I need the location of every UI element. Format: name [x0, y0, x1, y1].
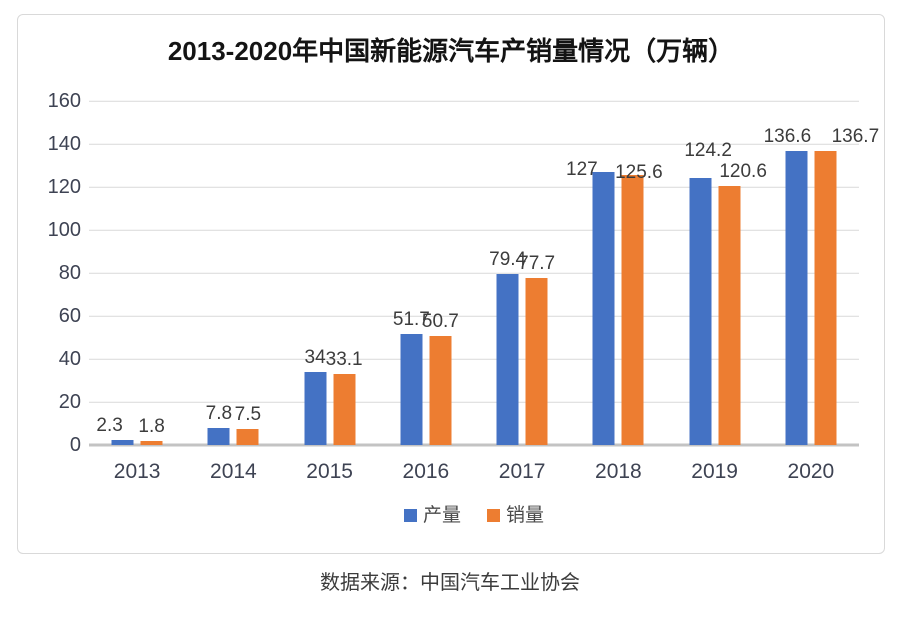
y-tick-label-160: 160: [47, 90, 81, 112]
bar-group-2014: 7.8 7.5 2014: [185, 101, 281, 482]
bar-sales-2016: 50.7: [422, 312, 459, 445]
x-tick-label-2013: 2013: [113, 460, 161, 483]
bar-sales-2014: 7.5: [235, 404, 261, 445]
bar-sales-2020: 136.7: [814, 127, 879, 445]
value-label-sales-2017: 77.7: [518, 253, 556, 275]
bar-production-2016: 51.7: [393, 309, 430, 445]
y-tick-label-0: 0: [69, 434, 81, 456]
bar-production-2017: 79.4: [489, 250, 526, 445]
chart-card: 2013-2020年中国新能源汽车产销量情况（万辆） 0 20 40 60 80 100 1…: [17, 14, 885, 554]
bar-group-2015: 34 33.1 2015: [282, 101, 378, 482]
gridline-60: [89, 315, 859, 317]
y-axis-labels: 0 20 40 60 80 100 120 140 160: [24, 91, 81, 455]
y-tick-label-100: 100: [47, 219, 81, 241]
gridline-80: [89, 272, 859, 274]
chart-title: 2013-2020年中国新能源汽车产销量情况（万辆）: [167, 36, 735, 66]
value-label-production-2019: 124.2: [684, 140, 732, 162]
value-label-sales-2019: 120.6: [719, 160, 767, 182]
x-tick-label-2018: 2018: [595, 460, 642, 483]
y-tick-label-140: 140: [47, 133, 81, 155]
bar-pair-2016: 51.7 50.7: [393, 101, 459, 445]
bar-pair-2014: 7.8 7.5: [206, 101, 261, 445]
value-label-sales-2015: 33.1: [325, 348, 363, 370]
bar-production-2015: 34: [304, 348, 327, 445]
bar-group-2018: 127 125.6 2018: [566, 101, 666, 482]
bar-production-2018: 127: [566, 160, 615, 445]
plot-area: 2.3 1.8 2013 7.8 7.5 2014 34 33.1 2015 51.7 50.7 20…: [89, 100, 880, 482]
x-tick-label-2019: 2019: [691, 460, 738, 483]
value-label-production-2018: 127: [566, 159, 598, 181]
x-tick-label-2016: 2016: [402, 460, 450, 483]
bar-production-2020: 136.6: [764, 127, 811, 445]
gridline-20: [89, 401, 859, 403]
gridline-100: [89, 229, 859, 231]
bar-pair-2019: 124.2 120.6: [684, 101, 767, 445]
legend-item-sales: 销量: [487, 506, 544, 525]
value-label-sales-2016: 50.7: [421, 311, 459, 333]
gridline-40: [89, 358, 859, 360]
y-tick-label-20: 20: [58, 391, 81, 413]
x-tick-label-2015: 2015: [306, 460, 353, 483]
bar-production-2019: 124.2: [684, 141, 732, 445]
bar-group-2013: 2.3 1.8 2013: [89, 101, 185, 482]
source-note: 数据来源：中国汽车工业协会: [320, 572, 580, 594]
bar-pair-2013: 2.3 1.8: [96, 101, 165, 445]
bar-group-2020: 136.6 136.7 2020: [763, 101, 880, 482]
bar-groups: 2.3 1.8 2013 7.8 7.5 2014 34 33.1 2015 51.7 50.7 20…: [89, 101, 880, 482]
value-label-production-2017: 79.4: [489, 249, 527, 271]
x-tick-label-2020: 2020: [787, 460, 835, 483]
gridline-0: [89, 443, 859, 447]
value-label-sales-2018: 125.6: [615, 162, 663, 184]
bar-sales-2019: 120.6: [718, 161, 767, 445]
value-label-sales-2020: 136.7: [831, 126, 880, 148]
value-label-production-2016: 51.7: [392, 308, 430, 330]
bar-pair-2020: 136.6 136.7: [764, 101, 879, 445]
value-label-sales-2014: 7.5: [234, 403, 262, 425]
gridline-120: [89, 186, 859, 188]
legend-item-production: 产量: [403, 505, 461, 526]
x-tick-label-2014: 2014: [210, 460, 257, 483]
value-label-production-2014: 7.8: [205, 403, 233, 425]
bar-pair-2015: 34 33.1: [304, 101, 363, 445]
legend-label-sales: 销量: [506, 505, 545, 526]
bar-sales-2017: 77.7: [518, 254, 555, 445]
y-tick-label-60: 60: [58, 305, 81, 327]
bar-group-2017: 79.4 77.7 2017: [474, 101, 570, 482]
gridline-140: [89, 143, 859, 145]
bar-sales-2013: 1.8: [138, 417, 165, 445]
bar-group-2016: 51.7 50.7 2016: [378, 101, 474, 482]
y-tick-label-80: 80: [58, 262, 81, 284]
bar-production-2014: 7.8: [206, 404, 232, 445]
legend-label-production: 产量: [422, 505, 461, 526]
value-label-production-2015: 34: [304, 346, 326, 368]
production-swatch-icon: [403, 509, 417, 522]
y-tick-label-120: 120: [47, 176, 81, 198]
sales-swatch-icon: [487, 509, 500, 522]
bar-production-2013: 2.3: [96, 416, 134, 445]
bar-group-2019: 124.2 120.6 2019: [667, 101, 767, 482]
gridline-160: [89, 100, 859, 102]
bar-pair-2018: 127 125.6: [566, 101, 663, 445]
value-label-sales-2013: 1.8: [138, 416, 165, 438]
y-tick-label-40: 40: [58, 348, 81, 370]
bar-pair-2017: 79.4 77.7: [489, 101, 555, 445]
bar-sales-2015: 33.1: [326, 349, 363, 445]
x-tick-label-2017: 2017: [498, 460, 546, 483]
legend: 产量 销量: [89, 506, 859, 525]
value-label-production-2020: 136.6: [763, 126, 812, 148]
value-label-production-2013: 2.3: [96, 415, 123, 437]
bar-sales-2018: 125.6: [615, 163, 663, 445]
